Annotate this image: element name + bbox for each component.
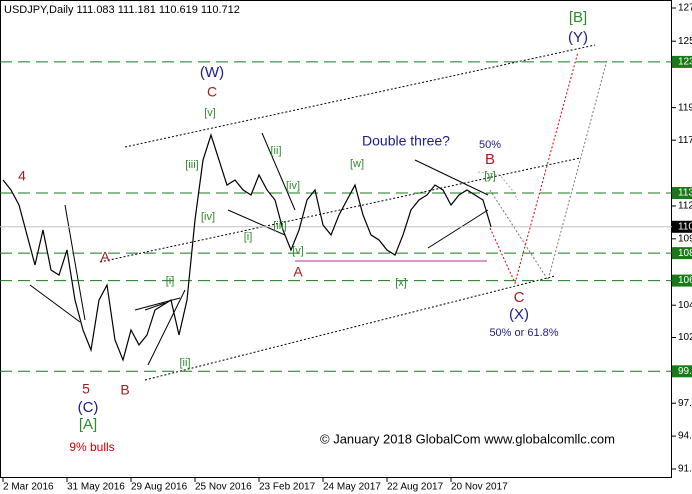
y-tick-label: 112.329: [678, 201, 692, 212]
wave-label: 50% or 61.8%: [489, 327, 558, 339]
level-label-box: [672, 274, 692, 287]
wave-label: Double three?: [362, 133, 450, 149]
wave-label: [i]: [244, 231, 253, 243]
wave-label: [B]: [569, 9, 587, 26]
wave-label: [x]: [395, 277, 407, 289]
wave-label: [iii]: [273, 220, 286, 232]
channel-line: [144, 275, 556, 381]
wave-label: [iv]: [286, 180, 300, 192]
level-label-box: [672, 247, 692, 260]
x-tick-label: 23 Feb 2017: [259, 482, 316, 493]
plot-frame: [0, 0, 672, 478]
y-tick-label: 91.929: [678, 464, 692, 475]
wave-label: B: [485, 151, 495, 168]
wedge-line: [29, 284, 81, 323]
y-tick-label: 119.954: [678, 102, 692, 113]
y-tick-label: 125.104: [678, 36, 692, 47]
x-tick-label: 22 Aug 2017: [387, 482, 444, 493]
last-price-label: 110.712: [678, 221, 692, 232]
y-tick-label: 104.629: [678, 300, 692, 311]
x-tick-label: 2 Mar 2016: [3, 482, 54, 493]
wave-label: [ii]: [180, 357, 191, 369]
level-label-box: [672, 55, 692, 68]
x-tick-label: 24 May 2017: [323, 482, 381, 493]
y-tick-label: 127.679: [678, 3, 692, 14]
wave-label: (W): [200, 64, 224, 81]
wave-label: 4: [18, 168, 26, 184]
level-label: 108.669: [678, 248, 692, 259]
level-label: 113.333: [678, 188, 692, 199]
wedge-line: [134, 297, 181, 311]
wave-label: [w]: [350, 158, 364, 170]
wave-label: (C): [78, 399, 99, 416]
price-line: [2, 133, 492, 362]
level-label: 106.540: [678, 275, 692, 286]
channel-line: [99, 157, 581, 263]
wedge-line: [64, 204, 86, 321]
wave-label: 5: [82, 381, 90, 397]
wave-label: [v]: [292, 245, 304, 257]
y-tick-label: 94.479: [678, 431, 692, 442]
wave-label: [iv]: [201, 211, 215, 223]
x-tick-label: 20 Nov 2017: [451, 482, 508, 493]
x-tick-label: 29 Aug 2016: [131, 482, 188, 493]
wave-label: [v]: [204, 107, 216, 119]
wave-label: [y]: [484, 170, 496, 182]
wave-label: (Y): [568, 29, 588, 46]
wave-label: 50%: [479, 139, 501, 151]
wave-label: (X): [509, 306, 529, 323]
wave-label: C: [514, 289, 525, 306]
wave-label: [A]: [79, 416, 97, 433]
last-price-box: [672, 220, 692, 233]
channel-line: [124, 44, 596, 148]
wave-label: A: [100, 249, 110, 265]
wave-label: [i]: [166, 275, 175, 287]
wedge-line: [147, 289, 186, 366]
x-tick-label: 31 May 2016: [67, 482, 125, 493]
y-tick-label: 117.429: [678, 135, 692, 146]
wave-label: 9% bulls: [69, 440, 114, 454]
y-tick-label: 102.129: [678, 332, 692, 343]
level-label: 99.504: [678, 366, 692, 377]
wedge-line: [144, 302, 166, 311]
projection: [489, 51, 579, 285]
wave-label: [iii]: [185, 159, 198, 171]
wave-label: A: [293, 264, 303, 280]
wedge-line: [414, 159, 489, 196]
chart-title: USDJPY,Daily 111.083 111.181 110.619 110…: [4, 4, 240, 16]
y-tick-label: 109.779: [678, 233, 692, 244]
x-tick-label: 25 Nov 2016: [195, 482, 252, 493]
guides: [29, 44, 608, 381]
wedge-line: [427, 209, 489, 249]
level-label: 123.499: [678, 57, 692, 68]
copyright: © January 2018 GlobalCom www.globalcomll…: [320, 431, 615, 446]
wave-label: [ii]: [271, 145, 282, 157]
wedge-line: [227, 209, 286, 236]
y-tick-label: 97.029: [678, 398, 692, 409]
level-label-box: [672, 186, 692, 199]
wave-label: C: [207, 84, 217, 100]
wave-label: B: [120, 382, 129, 398]
wedge-line: [261, 132, 296, 211]
level-label-box: [672, 365, 692, 378]
